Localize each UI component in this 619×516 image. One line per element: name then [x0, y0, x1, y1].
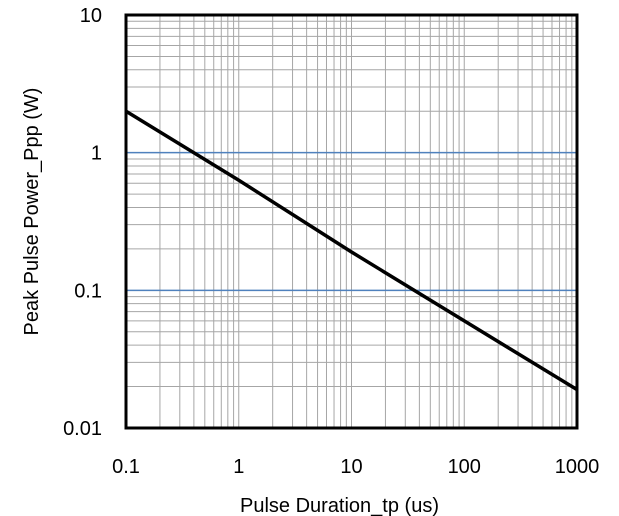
y-tick-label: 10: [80, 5, 102, 27]
series-group: [125, 109, 578, 392]
x-tick-label: 1000: [555, 456, 600, 478]
y-tick-label: 1: [91, 143, 102, 165]
grid: [126, 15, 577, 428]
series-line: [125, 109, 578, 392]
y-tick-label: 0.01: [63, 418, 102, 440]
x-tick-labels: 0.1 1 10 100 1000: [112, 456, 599, 478]
x-axis-title: Pulse Duration_tp (us): [240, 495, 439, 516]
y-axis-title: Peak Pulse Power_Ppp (W): [21, 88, 43, 336]
x-tick-label: 1: [233, 456, 244, 478]
x-tick-label: 0.1: [112, 456, 140, 478]
x-tick-label: 10: [340, 456, 362, 478]
x-tick-label: 100: [448, 456, 481, 478]
y-tick-labels: 0.01 0.1 1 10: [63, 5, 102, 440]
y-tick-label: 0.1: [74, 280, 102, 302]
plot-frame: [124, 13, 579, 430]
